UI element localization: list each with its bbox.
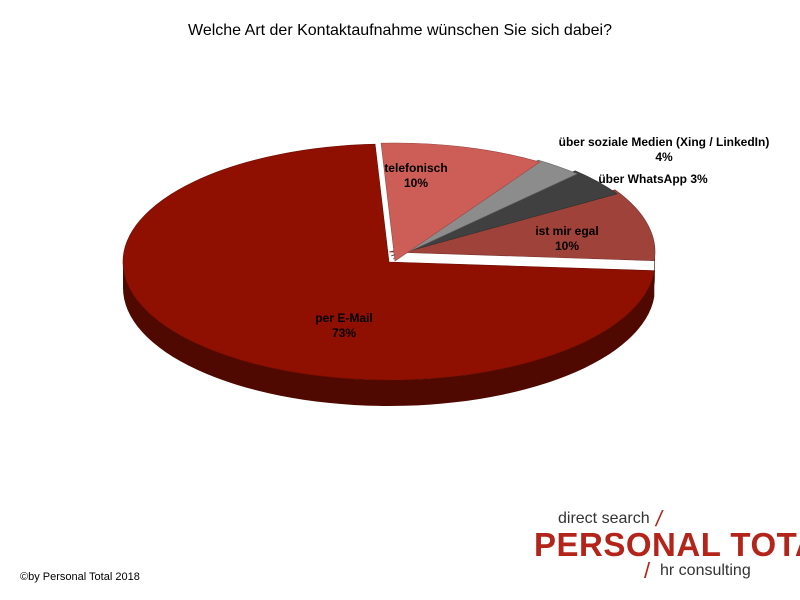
pie-slice: [122, 143, 655, 381]
slice-data-label: per E-Mail 73%: [315, 311, 372, 340]
slice-data-label: über WhatsApp 3%: [598, 172, 708, 186]
logo-top-text: direct search: [558, 510, 650, 527]
chart-title: Welche Art der Kontaktaufnahme wünschen …: [188, 22, 612, 39]
slice-data-label: über soziale Medien (Xing / LinkedIn) 4%: [559, 135, 770, 164]
pie-slice: [392, 159, 578, 260]
logo-bottom-slash: /: [644, 558, 651, 583]
slice-data-label: ist mir egal 10%: [535, 224, 598, 253]
pie-slice: [390, 170, 618, 257]
slice-data-label: telefonisch 10%: [384, 161, 447, 190]
pie-slice: [388, 189, 656, 261]
logo-brand-text: PERSONAL TOTAL: [534, 526, 800, 563]
personal-total-logo: direct search / PERSONAL TOTAL / hr cons…: [534, 506, 800, 584]
pie-slice: [380, 142, 541, 262]
copyright-text: ©by Personal Total 2018: [20, 571, 140, 583]
logo-bottom-text: hr consulting: [660, 562, 751, 579]
pie-slice-side: [123, 262, 655, 407]
